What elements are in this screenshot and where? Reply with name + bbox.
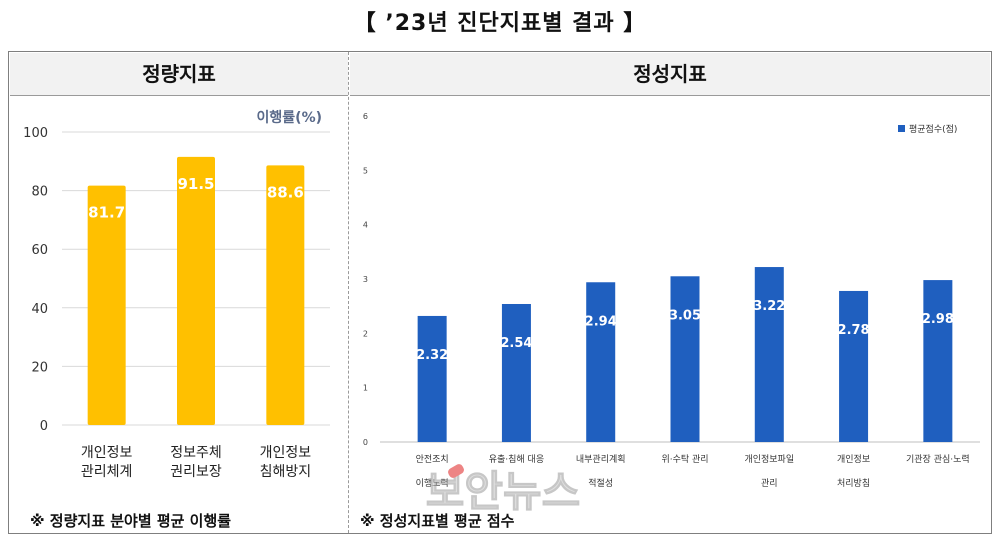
y-tick-label: 1 <box>363 384 368 393</box>
y-tick-label: 80 <box>31 185 48 200</box>
bar <box>670 276 700 442</box>
x-category-label: 개인정보 <box>81 445 133 461</box>
x-category-label: 내부관리계획 <box>576 453 626 465</box>
bar-value-label: 2.98 <box>922 312 954 327</box>
x-category-label: 정보주체 <box>170 445 222 461</box>
bar-value-label: 88.6 <box>267 183 304 201</box>
x-category-label: 적절성 <box>588 477 613 489</box>
x-category-label: 기관장 관심·노력 <box>906 453 970 465</box>
header-quantitative: 정량지표 <box>10 53 348 96</box>
x-category-label: 개인정보 <box>837 454 870 465</box>
legend-swatch <box>898 125 905 132</box>
y-tick-label: 2 <box>363 329 368 338</box>
bar-value-label: 2.78 <box>838 323 870 338</box>
bar <box>839 290 869 442</box>
watermark-logo: 보안뉴스 <box>388 462 618 522</box>
y-tick-label: 3 <box>363 275 368 284</box>
bar <box>754 267 784 442</box>
y-tick-label: 20 <box>31 360 48 375</box>
x-category-label: 침해방지 <box>260 464 312 480</box>
bar-value-label: 3.05 <box>669 308 701 323</box>
bar-value-label: 81.7 <box>88 204 125 222</box>
y-tick-label: 6 <box>363 112 368 121</box>
x-category-label: 유출·침해 대응 <box>489 454 544 465</box>
y-tick-label: 60 <box>31 243 48 258</box>
y-tick-label: 5 <box>363 166 368 175</box>
unit-label: 이행률(%) <box>257 109 322 126</box>
x-category-label: 권리보장 <box>170 464 222 480</box>
bar-value-label: 2.54 <box>500 336 532 351</box>
y-tick-label: 40 <box>31 302 48 317</box>
legend-label: 평균점수(점) <box>909 123 957 135</box>
x-category-label: 관리체계 <box>81 464 133 480</box>
x-category-label: 위·수탁 관리 <box>661 453 708 465</box>
x-category-label: 개인정보 <box>260 445 312 461</box>
table-frame <box>8 51 992 534</box>
x-category-label: 처리방침 <box>837 477 870 489</box>
bar-value-label: 3.22 <box>753 299 785 314</box>
x-category-label: 이행노력 <box>416 477 449 489</box>
y-tick-label: 100 <box>23 126 48 141</box>
x-category-label: 개인정보파일 <box>744 454 794 465</box>
bar <box>586 282 616 442</box>
y-tick-label: 4 <box>363 221 368 230</box>
bar <box>501 303 531 442</box>
bar-value-label: 91.5 <box>177 175 214 193</box>
watermark-text: 보안뉴스 <box>425 467 581 517</box>
bar <box>87 185 126 425</box>
bar-value-label: 2.32 <box>416 348 448 363</box>
y-tick-label: 0 <box>40 419 48 434</box>
bar <box>177 156 215 425</box>
x-category-label: 안전조치 <box>416 453 449 465</box>
bar-value-label: 2.94 <box>585 314 617 329</box>
footnote-quantitative: ※ 정량지표 분야별 평균 이행률 <box>30 512 232 530</box>
bar <box>266 165 305 425</box>
footnote-qualitative: ※ 정성지표별 평균 점수 <box>360 512 515 530</box>
bar <box>417 315 447 442</box>
x-category-label: 관리 <box>761 478 778 489</box>
page-title: 【 ’23년 진단지표별 결과 】 <box>353 11 647 36</box>
header-qualitative: 정성지표 <box>350 53 990 96</box>
bar <box>923 280 953 442</box>
y-tick-label: 0 <box>363 438 368 447</box>
column-divider <box>348 52 350 533</box>
